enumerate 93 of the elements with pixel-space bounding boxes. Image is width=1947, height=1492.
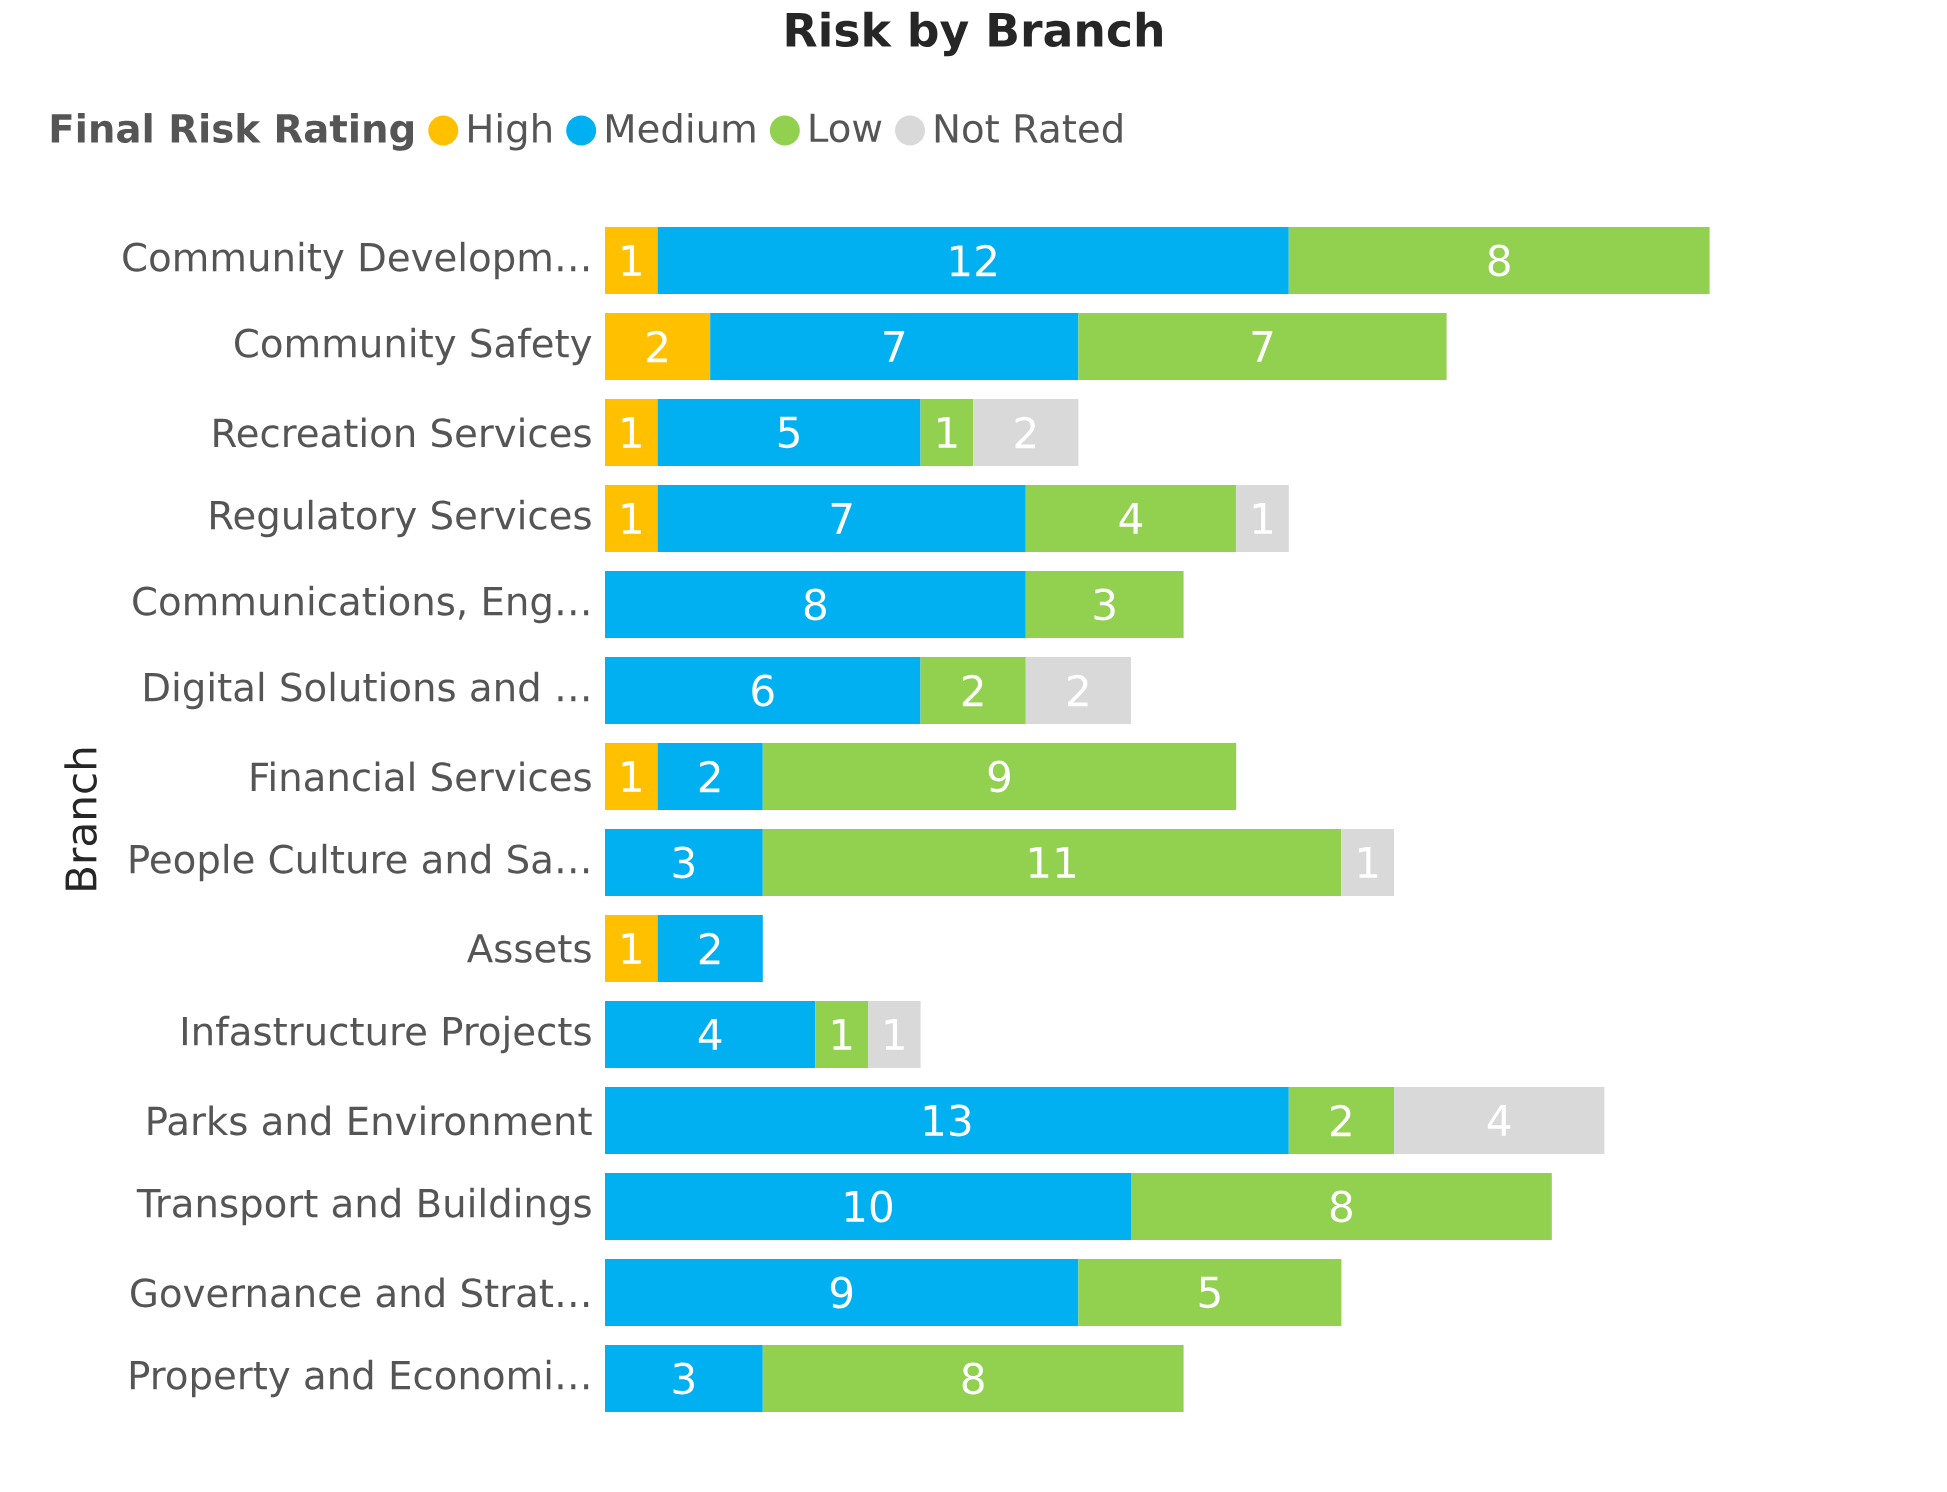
bar	[973, 398, 1079, 467]
bar	[1341, 828, 1394, 897]
data-label: 8	[1488, 244, 1510, 277]
y-tick-label: Parks and Environment	[148, 1105, 592, 1136]
data-label: 8	[804, 588, 826, 621]
data-label: 7	[884, 331, 905, 362]
chart-title: Risk by Branch	[786, 11, 1162, 57]
bar	[762, 828, 1342, 897]
y-tick-label: Community Safety	[235, 327, 592, 366]
bar	[1288, 1086, 1394, 1155]
data-label: 10	[845, 1190, 893, 1223]
bar	[605, 1000, 816, 1068]
bar	[815, 1000, 868, 1069]
y-tick-label: Transport and Buildings	[136, 1187, 591, 1226]
y-tick-label: Property and Economi…	[130, 1359, 589, 1398]
data-label: 1	[938, 417, 957, 448]
y-tick-label: Regulatory Services	[211, 499, 591, 538]
data-label: 3	[1094, 588, 1115, 621]
data-label: 8	[1330, 1190, 1352, 1223]
bar	[605, 1173, 1131, 1240]
y-tick-label: Communications, Eng…	[133, 585, 589, 624]
data-label: 4	[1119, 503, 1143, 534]
bar	[605, 914, 658, 982]
legend-label: Low	[810, 113, 882, 143]
bar	[657, 398, 921, 467]
bar	[1236, 484, 1289, 553]
bar	[605, 1259, 1079, 1326]
bar	[1288, 226, 1710, 295]
bar	[605, 657, 921, 724]
legend-title: Final Risk Rating	[51, 113, 414, 151]
data-label: 4	[698, 1019, 722, 1050]
data-label: 1	[622, 245, 641, 276]
bar	[710, 312, 1079, 381]
data-label: 13	[924, 1104, 971, 1137]
y-tick-label: Community Developm…	[123, 241, 589, 280]
data-label: 7	[1252, 331, 1273, 362]
data-label: 3	[673, 1362, 694, 1395]
y-tick-label: People Culture and Sa…	[130, 843, 589, 882]
bar	[867, 1000, 921, 1069]
bar	[762, 1344, 1184, 1413]
data-label: 11	[1029, 847, 1076, 878]
legend-label: Medium	[607, 113, 755, 144]
data-label: 8	[962, 1362, 984, 1395]
bar	[1025, 484, 1237, 553]
bar	[605, 484, 658, 552]
bar	[605, 312, 711, 380]
bar	[657, 742, 763, 811]
data-label: 1	[622, 417, 641, 448]
bar	[657, 226, 1289, 295]
data-label: 1	[622, 933, 641, 964]
data-label: 1	[832, 1019, 852, 1050]
data-label: 2	[962, 674, 983, 707]
data-label: 12	[950, 244, 996, 277]
y-tick-label: Infastructure Projects	[183, 1015, 591, 1054]
bar	[605, 398, 658, 466]
bar	[1078, 1258, 1342, 1327]
bar	[657, 484, 1026, 553]
bar	[1025, 570, 1184, 639]
legend-label: Not Rated	[935, 113, 1122, 144]
bar	[605, 571, 1026, 638]
bar	[920, 398, 974, 467]
data-label: 9	[830, 1276, 853, 1309]
data-label: 2	[647, 330, 667, 363]
bar	[1025, 656, 1131, 725]
bar	[1078, 312, 1447, 381]
y-tick-label: Digital Solutions and …	[145, 671, 589, 710]
bar	[920, 656, 1026, 725]
data-label: 6	[752, 674, 774, 707]
bar	[762, 742, 1237, 811]
data-label: 5	[1199, 1276, 1220, 1309]
data-label: 2	[699, 932, 720, 965]
data-label: 3	[673, 846, 694, 879]
data-label: 1	[622, 761, 641, 792]
data-label: 5	[778, 416, 799, 449]
data-label: 2	[699, 760, 720, 793]
bar	[605, 829, 763, 896]
data-label: 2	[1331, 1104, 1351, 1137]
data-label: 1	[622, 503, 641, 534]
y-tick-label: Governance and Strat…	[131, 1277, 589, 1308]
bar	[605, 743, 658, 810]
bar	[1394, 1086, 1605, 1155]
y-tick-label: Recreation Services	[214, 417, 591, 448]
data-label: 7	[831, 503, 852, 534]
y-tick-label: Financial Services	[251, 761, 591, 792]
data-label: 9	[988, 760, 1010, 793]
bar	[605, 1345, 763, 1412]
y-tick-label: Assets	[467, 934, 591, 963]
bar	[657, 914, 763, 983]
bar	[1131, 1172, 1552, 1241]
y-axis-title: Branch	[64, 748, 97, 890]
legend-label: High	[469, 113, 551, 151]
bar	[605, 227, 658, 294]
bar	[605, 1087, 1289, 1154]
